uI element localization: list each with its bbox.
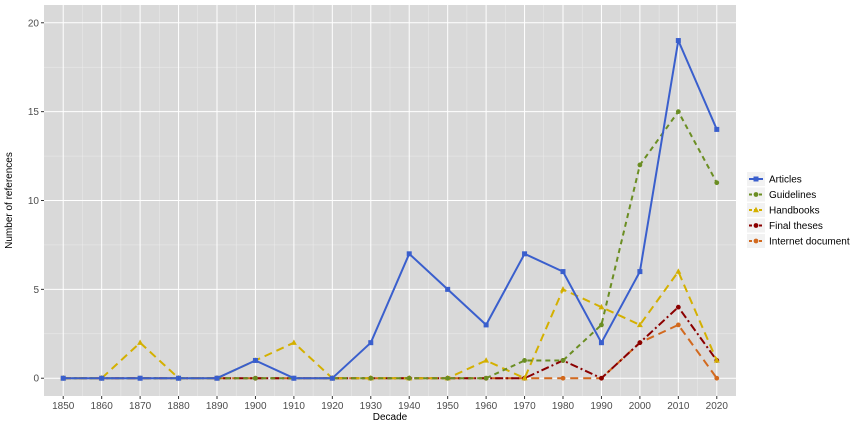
legend-item: Articles xyxy=(747,172,802,186)
data-point xyxy=(99,375,105,381)
data-point xyxy=(291,375,297,381)
x-tick-label: 1880 xyxy=(167,401,190,412)
y-tick-label: 15 xyxy=(28,107,40,118)
data-point xyxy=(521,375,528,381)
y-tick-label: 10 xyxy=(28,196,40,207)
x-tick-label: 1950 xyxy=(437,401,460,412)
data-point xyxy=(445,286,451,292)
data-point xyxy=(637,162,643,168)
data-point xyxy=(368,375,374,381)
y-axis-title: Number of references xyxy=(4,152,15,249)
legend-item: Internet documents xyxy=(747,234,850,248)
data-point xyxy=(445,375,451,381)
legend-item: Final theses xyxy=(747,218,823,233)
legend-item: Guidelines xyxy=(747,187,816,202)
legend-marker xyxy=(753,192,759,197)
data-point xyxy=(60,375,66,381)
x-tick-label: 1990 xyxy=(590,401,613,412)
data-point xyxy=(714,126,720,132)
data-point xyxy=(368,340,374,346)
data-point xyxy=(252,357,258,363)
x-tick-label: 1960 xyxy=(475,401,498,412)
x-tick-label: 2000 xyxy=(629,401,652,412)
y-tick-label: 5 xyxy=(33,285,39,296)
legend-label: Handbooks xyxy=(769,206,820,217)
data-point xyxy=(176,375,182,381)
data-point xyxy=(636,321,643,328)
x-tick-label: 1940 xyxy=(398,401,421,412)
data-point xyxy=(675,322,681,328)
data-point xyxy=(560,286,566,292)
x-tick-label: 1920 xyxy=(321,401,344,412)
legend-label: Articles xyxy=(769,175,802,186)
x-tick-label: 1930 xyxy=(360,401,383,412)
y-tick-label: 0 xyxy=(33,374,39,385)
data-point xyxy=(637,340,643,346)
data-point xyxy=(560,269,566,275)
data-point xyxy=(406,251,412,257)
series-articles xyxy=(60,38,720,381)
data-point xyxy=(214,375,220,381)
data-point xyxy=(560,375,566,381)
data-point xyxy=(137,375,143,381)
legend-marker xyxy=(753,223,759,228)
data-point xyxy=(483,357,490,363)
data-point xyxy=(675,109,681,115)
x-tick-label: 1910 xyxy=(283,401,306,412)
data-point xyxy=(137,339,144,345)
data-point xyxy=(598,340,604,346)
legend-marker xyxy=(753,206,759,213)
legend-marker xyxy=(753,238,759,244)
data-point xyxy=(675,38,681,44)
data-point xyxy=(675,268,682,274)
data-point xyxy=(329,375,335,381)
x-tick-label: 1850 xyxy=(52,401,75,412)
data-point xyxy=(522,251,528,257)
data-point xyxy=(253,375,258,381)
data-point xyxy=(713,357,720,363)
y-tick-label: 20 xyxy=(28,18,40,29)
legend-item: Handbooks xyxy=(747,203,820,217)
legend-label: Final theses xyxy=(769,221,823,232)
series-line xyxy=(63,39,718,380)
legend-label: Guidelines xyxy=(769,190,816,201)
x-tick-label: 2020 xyxy=(706,401,729,412)
x-axis-title: Decade xyxy=(373,412,408,423)
data-point xyxy=(598,303,605,310)
x-tick-label: 1970 xyxy=(513,401,536,412)
x-tick-label: 1870 xyxy=(129,401,152,412)
data-point xyxy=(675,304,681,310)
data-point xyxy=(714,180,720,186)
x-tick-label: 2010 xyxy=(667,401,690,412)
series-layer xyxy=(60,38,720,381)
x-tick-label: 1890 xyxy=(206,401,229,412)
series-line xyxy=(63,270,718,380)
data-point xyxy=(714,375,720,381)
data-point xyxy=(599,375,604,381)
axes: 0 5 10 15 20 1850 1860 1870 1880 1890 1900 1910 1920… xyxy=(28,18,728,412)
data-point xyxy=(483,322,489,328)
x-tick-label: 1860 xyxy=(91,401,114,412)
legend-label: Internet documents xyxy=(769,237,850,248)
data-point xyxy=(560,358,566,363)
data-point xyxy=(522,358,527,363)
x-tick-label: 1900 xyxy=(244,401,267,412)
legend: Articles Guidelines Handbooks Final theses I… xyxy=(747,172,850,248)
data-point xyxy=(483,375,489,381)
data-point xyxy=(637,269,643,275)
data-point xyxy=(406,375,412,381)
x-tick-label: 1980 xyxy=(552,401,575,412)
data-point xyxy=(290,339,297,345)
data-point xyxy=(599,322,604,328)
legend-marker xyxy=(753,176,759,182)
